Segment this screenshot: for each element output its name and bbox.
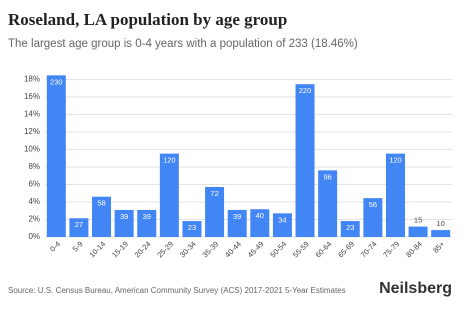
bar [295,84,315,237]
chart-title: Roseland, LA population by age group [8,10,287,29]
data-label: 34 [278,215,286,224]
y-tick-label: 14% [24,110,40,119]
x-tick-label: 20-24 [133,239,153,259]
y-tick-label: 18% [24,74,40,83]
y-tick-label: 10% [24,145,40,154]
bar [272,213,292,237]
x-tick-label: 80-84 [404,239,424,259]
y-tick-label: 16% [24,92,40,101]
bar [385,153,405,237]
data-label: 39 [143,212,151,221]
bar [431,230,451,237]
data-label: 39 [233,212,241,221]
data-label: 72 [210,189,218,198]
bar [137,209,157,237]
x-tick-label: 25-29 [155,239,175,259]
bar [69,218,89,237]
x-tick-label: 75-79 [381,239,401,259]
y-tick-label: 4% [28,197,40,206]
x-tick-label: 60-64 [314,239,334,259]
data-label: 220 [299,86,312,95]
x-tick-label: 70-74 [359,239,379,259]
bar [46,75,66,237]
data-label: 27 [75,220,83,229]
chart-subtitle: The largest age group is 0-4 years with … [8,38,358,50]
y-tick-label: 8% [28,162,40,171]
y-tick-label: 2% [28,215,40,224]
data-label: 96 [323,172,331,181]
bar [363,198,383,237]
bar [114,209,134,237]
data-label: 58 [97,199,105,208]
source-note: Source: U.S. Census Bureau, American Com… [8,286,346,295]
data-label: 120 [163,156,176,165]
x-tick-label: 55-59 [291,239,311,259]
brand-logo: Neilsberg [379,280,452,297]
x-tick-label: 5-9 [71,239,85,253]
data-label: 23 [346,223,354,232]
data-label: 40 [256,211,264,220]
bar [250,209,270,237]
bar [92,196,112,237]
x-tick-label: 10-14 [87,239,107,259]
x-tick-label: 0-4 [48,239,62,253]
y-tick-label: 6% [28,180,40,189]
data-label: 56 [369,200,377,209]
x-tick-label: 45-49 [246,239,266,259]
x-tick-label: 15-19 [110,239,130,259]
x-tick-label: 85+ [431,239,447,255]
bar [318,170,338,237]
bar [408,226,428,237]
x-tick-label: 50-54 [268,239,288,259]
y-tick-label: 12% [24,127,40,136]
x-tick-label: 40-44 [223,239,243,259]
bar [205,186,225,237]
data-label: 230 [50,77,63,86]
data-label: 23 [188,223,196,232]
bar [227,209,247,237]
data-label: 120 [389,156,402,165]
data-label: 15 [414,216,422,225]
data-label: 39 [120,212,128,221]
x-tick-label: 30-34 [178,239,198,259]
data-label: 10 [437,219,445,228]
bar [182,221,202,237]
x-tick-label: 35-39 [200,239,220,259]
x-tick-label: 65-69 [336,239,356,259]
bar [159,153,179,237]
y-tick-label: 0% [28,232,40,241]
bar [340,221,360,237]
